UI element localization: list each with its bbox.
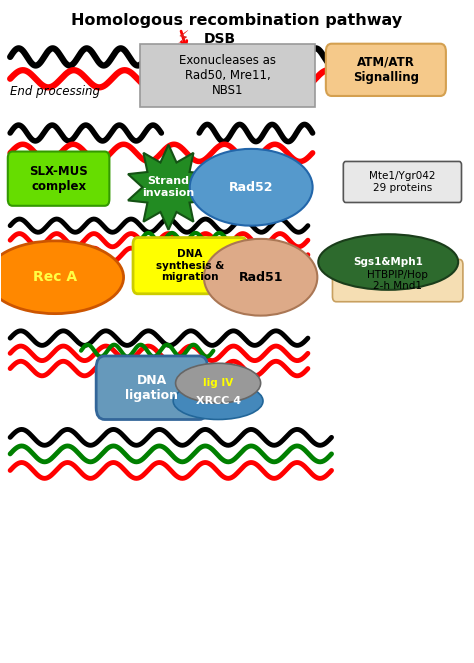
Text: Strand
invasion: Strand invasion xyxy=(142,176,195,198)
FancyBboxPatch shape xyxy=(96,356,208,420)
Text: End processing: End processing xyxy=(10,85,100,98)
Text: DSB: DSB xyxy=(204,32,236,46)
Ellipse shape xyxy=(318,234,458,290)
Text: DNA
ligation: DNA ligation xyxy=(126,374,178,402)
Text: DNA
synthesis &
migration: DNA synthesis & migration xyxy=(155,249,224,282)
Text: lig IV: lig IV xyxy=(203,378,233,388)
Ellipse shape xyxy=(190,149,313,225)
Text: Rec A: Rec A xyxy=(33,271,77,284)
Ellipse shape xyxy=(173,383,263,420)
Text: Rad52: Rad52 xyxy=(229,181,273,194)
Polygon shape xyxy=(128,145,209,230)
Text: Sgs1&Mph1: Sgs1&Mph1 xyxy=(353,257,423,267)
Text: SLX-MUS
complex: SLX-MUS complex xyxy=(29,164,88,193)
FancyBboxPatch shape xyxy=(133,237,246,294)
Ellipse shape xyxy=(0,241,124,314)
Text: Exonucleases as
Rad50, Mre11,
NBS1: Exonucleases as Rad50, Mre11, NBS1 xyxy=(179,54,276,97)
Ellipse shape xyxy=(175,363,261,403)
FancyBboxPatch shape xyxy=(140,44,315,107)
FancyBboxPatch shape xyxy=(326,44,446,96)
FancyBboxPatch shape xyxy=(332,259,463,302)
Text: HTBPIP/Hop
2-h Mnd1: HTBPIP/Hop 2-h Mnd1 xyxy=(367,270,428,291)
Text: ⚡: ⚡ xyxy=(176,29,189,48)
Text: Homologous recombination pathway: Homologous recombination pathway xyxy=(72,13,402,28)
FancyBboxPatch shape xyxy=(343,162,462,202)
FancyBboxPatch shape xyxy=(8,152,109,206)
Text: XRCC 4: XRCC 4 xyxy=(196,396,241,406)
Text: ATM/ATR
Signalling: ATM/ATR Signalling xyxy=(353,56,419,84)
Text: Mte1/Ygr042
29 proteins: Mte1/Ygr042 29 proteins xyxy=(369,171,436,193)
Text: Rad51: Rad51 xyxy=(238,271,283,284)
Ellipse shape xyxy=(204,239,318,316)
